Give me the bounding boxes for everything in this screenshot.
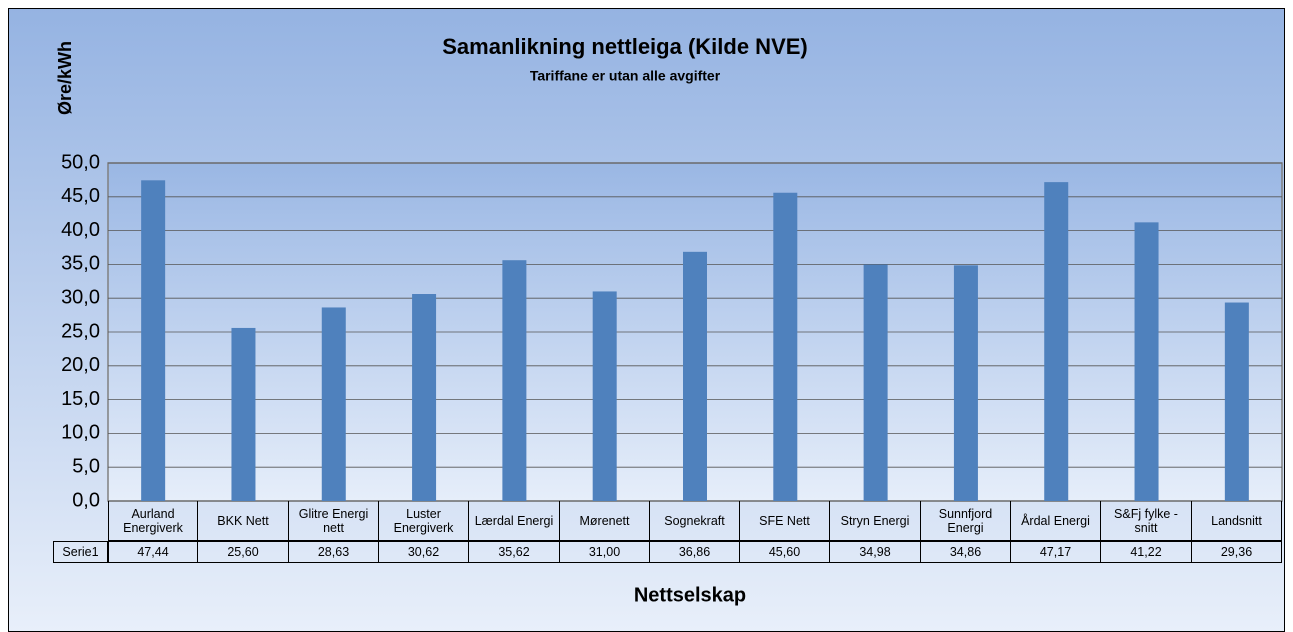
bar <box>141 180 166 501</box>
x-axis-label: Nettselskap <box>634 584 746 606</box>
value-label: 31,00 <box>560 541 650 563</box>
y-tick-label: 45,0 <box>61 185 100 207</box>
value-label: 47,17 <box>1011 541 1101 563</box>
y-tick-label: 0,0 <box>72 489 100 511</box>
x-tick-label: Sunnfjord Energi <box>921 501 1011 541</box>
bar <box>953 265 978 501</box>
value-label: 34,86 <box>921 541 1011 563</box>
x-tick-label: Landsnitt <box>1192 501 1282 541</box>
y-tick-label: 35,0 <box>61 253 100 275</box>
chart-subtitle: Tariffane er utan alle avgifter <box>530 68 721 84</box>
bar <box>863 264 888 501</box>
y-tick-label: 40,0 <box>61 219 100 241</box>
bar <box>592 291 617 501</box>
x-tick-label: Sognekraft <box>650 501 740 541</box>
chart-title: Samanlikning nettleiga (Kilde NVE) <box>442 34 808 59</box>
y-tick-label: 5,0 <box>72 455 100 477</box>
y-tick-label: 10,0 <box>61 422 100 444</box>
y-tick-label: 20,0 <box>61 354 100 376</box>
x-tick-label: BKK Nett <box>198 501 289 541</box>
y-tick-label: 30,0 <box>61 286 100 308</box>
x-tick-label: Glitre Energi nett <box>289 501 379 541</box>
value-label: 47,44 <box>108 541 198 563</box>
bar <box>231 327 256 501</box>
value-label: 35,62 <box>469 541 560 563</box>
bar <box>683 251 707 501</box>
x-tick-label: Lærdal Energi <box>469 501 560 541</box>
bar <box>1134 222 1159 502</box>
y-tick-label: 15,0 <box>61 388 100 410</box>
y-tick-label: 50,0 <box>61 151 100 173</box>
bar <box>321 307 346 501</box>
y-axis-label: Øre/kWh <box>55 41 75 115</box>
value-label: 25,60 <box>198 541 289 563</box>
bar <box>1224 302 1249 501</box>
value-label: 45,60 <box>740 541 830 563</box>
value-label: 28,63 <box>289 541 379 563</box>
bar <box>1044 182 1069 501</box>
value-label: 36,86 <box>650 541 740 563</box>
value-label: 30,62 <box>379 541 469 563</box>
x-tick-label: SFE Nett <box>740 501 830 541</box>
series-name: Serie1 <box>53 541 108 563</box>
x-tick-label: Stryn Energi <box>830 501 921 541</box>
bar <box>502 260 527 501</box>
value-label: 41,22 <box>1101 541 1192 563</box>
x-tick-label: Mørenett <box>560 501 650 541</box>
bar <box>773 192 798 501</box>
x-tick-label: Luster Energiverk <box>379 501 469 541</box>
value-label: 29,36 <box>1192 541 1282 563</box>
x-tick-label: Årdal Energi <box>1011 501 1101 541</box>
value-label: 34,98 <box>830 541 921 563</box>
x-tick-label: S&Fj fylke - snitt <box>1101 501 1192 541</box>
bar <box>412 294 437 501</box>
y-tick-label: 25,0 <box>61 320 100 342</box>
x-tick-label: Aurland Energiverk <box>108 501 198 541</box>
